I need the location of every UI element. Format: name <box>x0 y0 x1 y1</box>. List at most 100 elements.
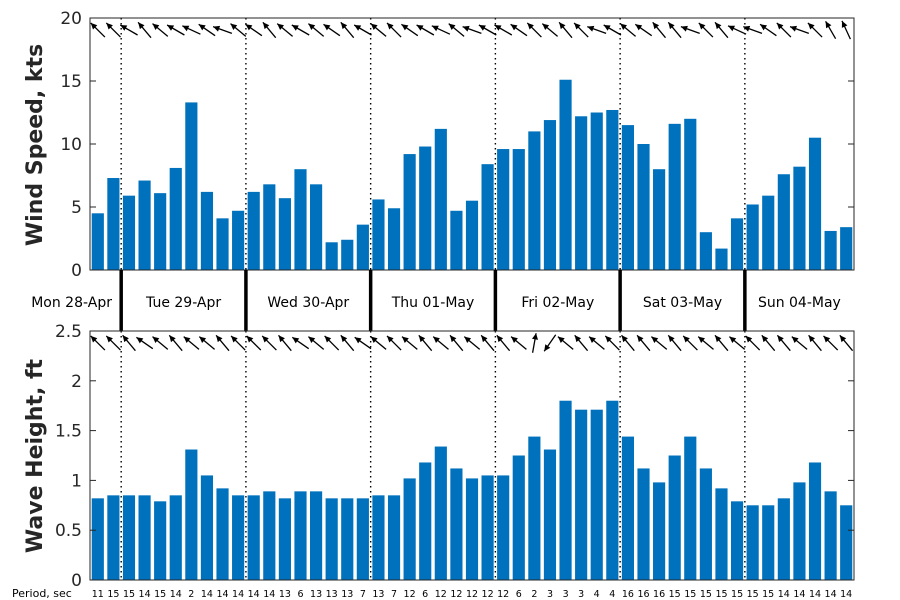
wave-direction-arrow <box>386 335 402 351</box>
wind-bar <box>684 118 697 270</box>
wave-bar <box>808 462 822 580</box>
wave-direction-arrow <box>307 336 325 350</box>
period-value: 12 <box>482 589 494 600</box>
wind-bar <box>497 149 510 270</box>
arrow-head <box>825 21 832 29</box>
wind-bar <box>278 198 291 270</box>
wave-bar <box>559 400 572 580</box>
wave-direction-arrow <box>496 334 511 352</box>
arrow-head <box>340 335 348 343</box>
wave-bar <box>419 462 432 580</box>
wind-bar <box>169 167 182 270</box>
wave-direction-arrow <box>122 334 136 352</box>
period-value: 14 <box>778 589 790 600</box>
arrow-head <box>776 22 784 30</box>
period-value: 14 <box>170 589 182 600</box>
day-label: Tue 29-Apr <box>145 295 221 311</box>
period-label: Period, sec <box>12 587 72 600</box>
period-value: 15 <box>107 589 119 600</box>
period-value: 3 <box>563 589 569 600</box>
wind-direction-arrow <box>276 23 294 37</box>
arrow-head <box>652 22 660 30</box>
wave-direction-arrow <box>324 335 340 351</box>
wave-bar <box>310 491 323 580</box>
wave-direction-arrow <box>839 334 854 352</box>
period-value: 4 <box>594 589 600 600</box>
wind-bar <box>216 218 229 270</box>
wind-direction-arrow <box>307 23 325 37</box>
arrow-head <box>308 336 316 343</box>
wave-bar <box>481 475 494 580</box>
arrow-head <box>182 25 190 32</box>
wave-bar <box>653 482 666 580</box>
period-value: 11 <box>92 589 104 600</box>
wave-direction-arrow <box>682 335 698 351</box>
wave-bar <box>169 495 182 580</box>
wind-bar <box>465 200 479 270</box>
wind-direction-arrow <box>698 22 714 38</box>
wave-bar <box>606 400 619 580</box>
period-value: 13 <box>326 589 338 600</box>
wave-direction-arrow <box>543 334 557 352</box>
wind-bar <box>138 180 151 270</box>
wave-direction-arrow <box>604 335 620 351</box>
wind-bar <box>715 248 728 270</box>
period-value: 15 <box>123 589 135 600</box>
arrow-head <box>532 333 538 340</box>
wave-direction-arrow <box>90 335 106 351</box>
wave-direction-arrow <box>714 334 729 352</box>
wave-direction-arrow <box>168 334 183 352</box>
wind-bar <box>247 191 260 270</box>
arrow-head <box>496 335 504 343</box>
wave-direction-arrow <box>480 334 495 352</box>
arrow-head <box>478 25 486 31</box>
wind-bar <box>808 137 822 270</box>
period-value: 14 <box>248 589 260 600</box>
wind-direction-arrow <box>478 24 497 36</box>
period-value: 12 <box>404 589 416 600</box>
wave-bar <box>434 446 447 580</box>
wave-bar <box>107 495 120 580</box>
arrow-head <box>494 25 502 31</box>
arrow-head <box>544 344 551 352</box>
wave-bar <box>497 475 510 580</box>
wind-bar <box>91 213 104 270</box>
wave-bar <box>185 449 198 580</box>
wind-direction-arrow <box>448 23 465 37</box>
arrow-head <box>464 336 472 343</box>
arrow-head <box>262 335 269 343</box>
arrow-head <box>823 335 831 343</box>
wind-direction-arrow <box>416 24 435 36</box>
wave-ytick-label: 1.5 <box>55 422 82 442</box>
wind-speed-bars <box>91 79 853 271</box>
wind-direction-arrow <box>166 24 185 36</box>
arrow-head <box>370 336 378 343</box>
arrow-head <box>715 22 722 30</box>
arrow-head <box>90 335 98 343</box>
wind-direction-arrow <box>714 21 729 39</box>
wind-direction-arrow <box>323 23 341 37</box>
arrow-head <box>448 23 456 30</box>
period-value: 13 <box>372 589 384 600</box>
wave-bar <box>621 436 634 580</box>
period-value: 2 <box>531 589 537 600</box>
arrow-head <box>262 22 270 30</box>
wind-direction-arrow <box>431 25 451 35</box>
wind-direction-arrow <box>558 21 573 39</box>
wind-direction-arrow <box>152 23 169 37</box>
period-value: 2 <box>188 589 194 600</box>
wind-bar <box>263 184 276 270</box>
wave-bar <box>543 449 557 580</box>
wave-direction-arrow <box>697 336 714 350</box>
wave-direction-arrow <box>636 334 651 352</box>
wind-direction-arrow <box>353 24 372 36</box>
wind-bar <box>232 210 245 270</box>
wave-direction-arrow <box>354 336 372 350</box>
wave-bar <box>372 495 385 580</box>
arrow-head <box>637 335 644 343</box>
wave-direction-arrows <box>90 333 854 353</box>
wind-bar <box>730 218 744 270</box>
wave-bar <box>138 495 151 580</box>
wave-height-panel: 0 0.5 1 1.5 2 2.5 Wave Height, ft <box>23 322 855 591</box>
wind-bar <box>590 112 603 270</box>
